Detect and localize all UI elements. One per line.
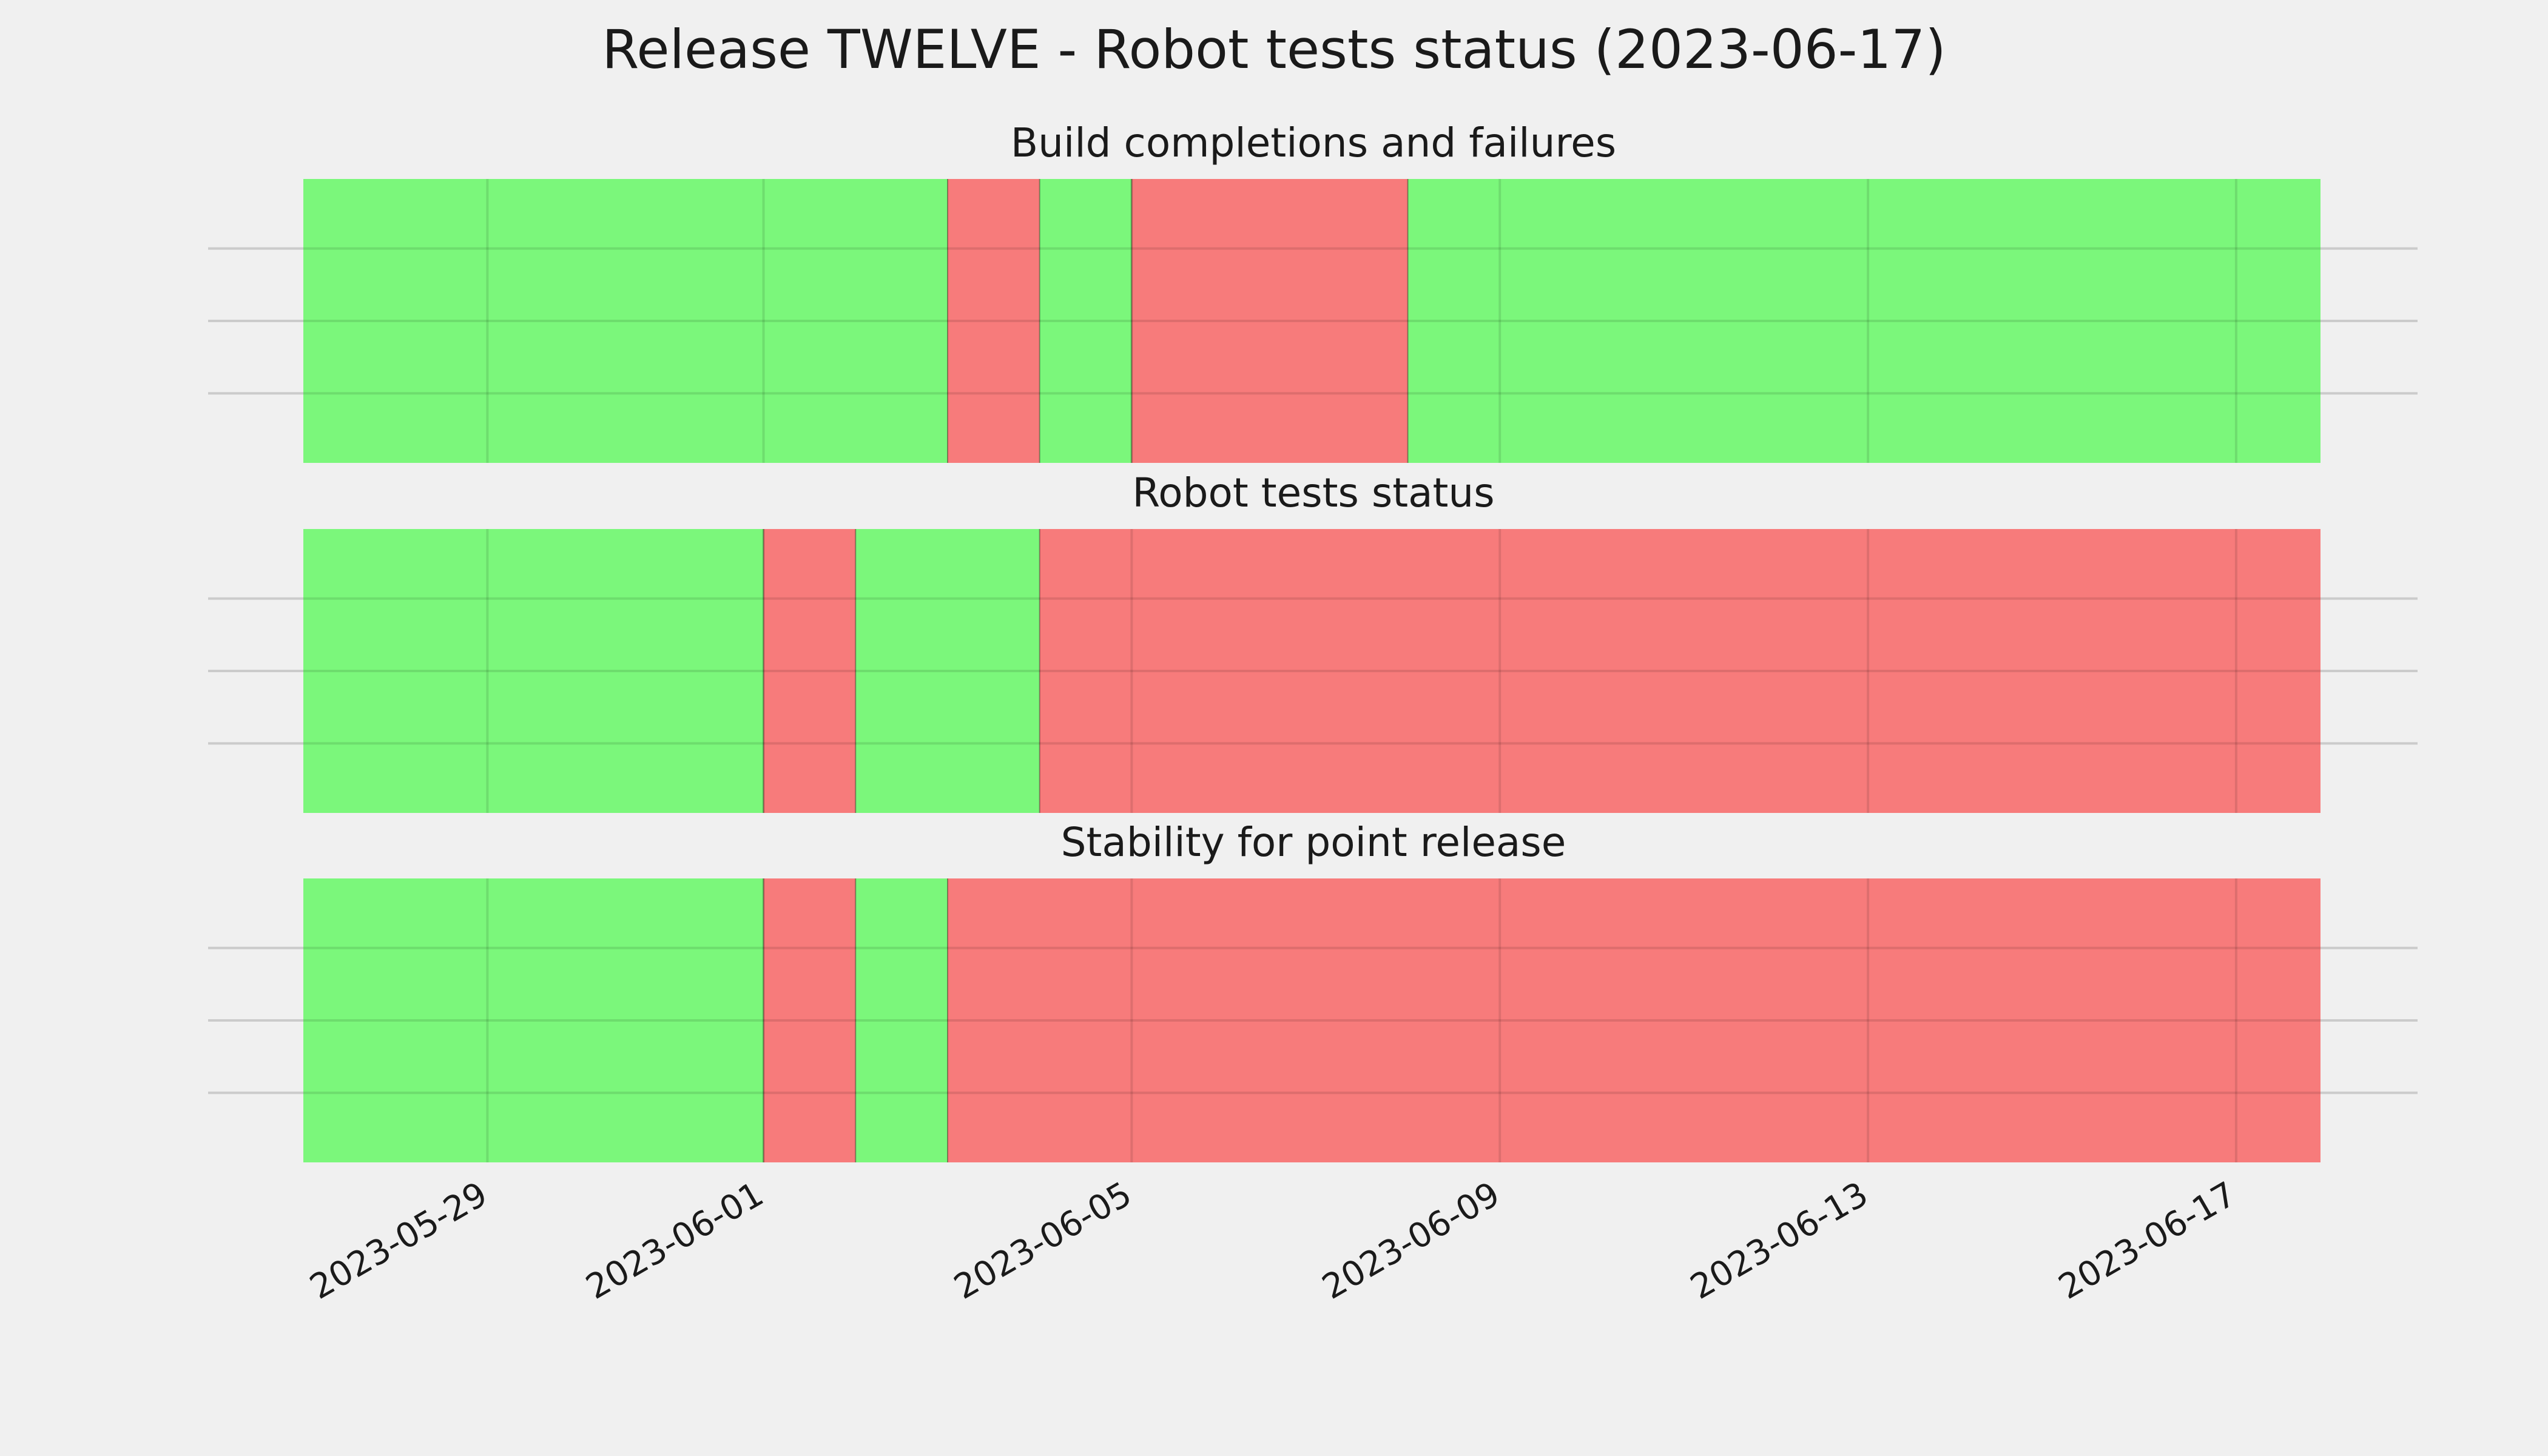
- status-segment-pass: [303, 529, 764, 813]
- status-segment-fail: [947, 878, 2321, 1162]
- status-segment-pass: [303, 179, 948, 463]
- status-segment-fail: [1039, 529, 2320, 813]
- chart-title: Release TWELVE - Robot tests status (202…: [602, 18, 1946, 81]
- status-segment-pass: [1407, 179, 2320, 463]
- chart-panels: Build completions and failures Robot test…: [208, 120, 2418, 1162]
- panel-title: Stability for point release: [1061, 819, 1566, 866]
- status-segment-pass: [855, 878, 948, 1162]
- status-segment-fail: [763, 529, 856, 813]
- status-segment-pass: [855, 529, 1040, 813]
- panel-2: Robot tests status: [208, 470, 2418, 813]
- status-segment-fail: [947, 179, 1040, 463]
- panel-title: Robot tests status: [1132, 470, 1494, 516]
- status-segment-fail: [1131, 179, 1408, 463]
- status-segment-fail: [763, 878, 856, 1162]
- panel-3: Stability for point release: [208, 819, 2418, 1162]
- panel-title: Build completions and failures: [1011, 120, 1616, 166]
- status-segment-pass: [1039, 179, 1132, 463]
- panel-1: Build completions and failures: [208, 120, 2418, 463]
- status-segment-pass: [303, 878, 764, 1162]
